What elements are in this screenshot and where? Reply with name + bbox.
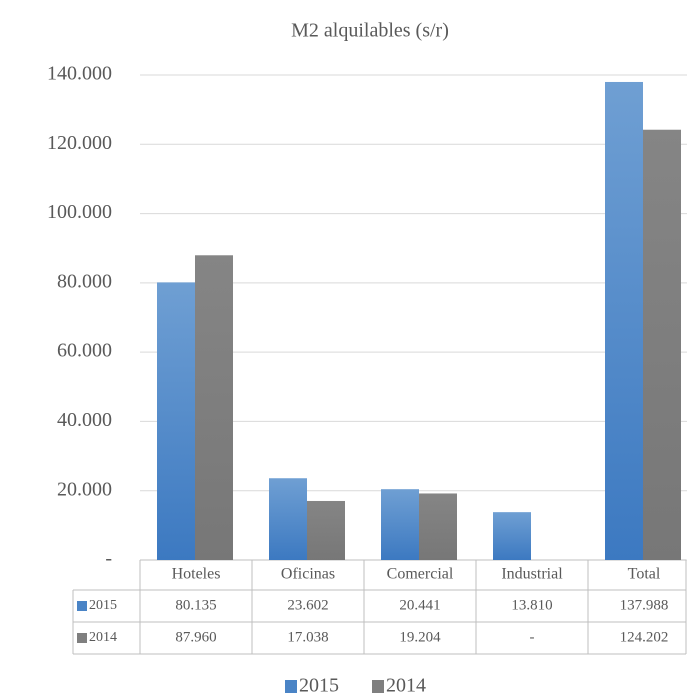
x-tick-label: Hoteles [172,566,221,583]
y-tick-label: 80.000 [57,270,112,292]
chart-title: M2 alquilables (s/r) [291,20,449,42]
table-legend-key [77,601,87,611]
x-tick-label: Oficinas [281,566,335,583]
y-tick-label: 100.000 [47,201,112,223]
data-label: - [530,629,535,645]
legend-key [372,680,384,693]
table-series-name: 2014 [89,630,117,645]
x-tick-label: Comercial [387,566,454,583]
legend-label: 2014 [386,675,426,696]
data-label: 19.204 [399,629,441,645]
bar [157,282,195,560]
y-tick-label: 20.000 [57,478,112,500]
data-label: 137.988 [620,597,669,613]
y-tick-label: 140.000 [47,63,112,85]
data-label: 87.960 [175,629,216,645]
data-label: 13.810 [511,597,552,613]
legend-label: 2015 [299,675,339,696]
y-tick-label: 120.000 [47,132,112,154]
bar [643,129,681,560]
legend-key [285,680,297,693]
table-legend-key [77,633,87,643]
y-tick-label: - [105,548,112,570]
y-tick-label: 40.000 [57,409,112,431]
bar [307,500,345,560]
data-label: 20.441 [399,597,440,613]
bar [195,255,233,560]
bar [605,81,643,560]
bar [381,489,419,560]
data-label: 17.038 [287,629,328,645]
bar [419,493,457,560]
data-label: 80.135 [175,597,216,613]
y-tick-label: 60.000 [57,340,112,362]
x-tick-label: Industrial [501,566,563,583]
bar [269,478,307,560]
data-label: 23.602 [287,597,328,613]
bar [493,512,531,560]
table-series-name: 2015 [89,598,117,613]
data-label: 124.202 [620,629,669,645]
x-tick-label: Total [628,566,661,583]
